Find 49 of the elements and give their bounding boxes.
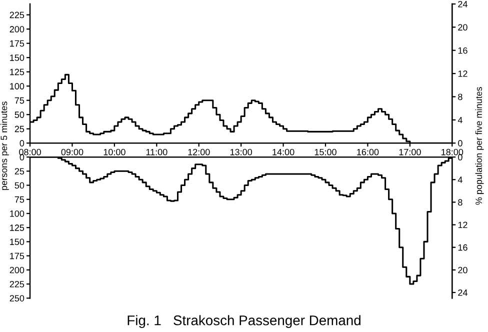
y-tick-label: 125 <box>10 224 24 231</box>
x-tick-label: 17:00 <box>399 148 421 156</box>
x-tick-label: 16:00 <box>357 148 379 156</box>
y-tick-label: 100 <box>10 83 24 90</box>
y2-tick-label: 24 <box>458 0 468 8</box>
y-tick-label: 50 <box>14 112 24 118</box>
y-tick-label: 25 <box>14 168 24 175</box>
x-tick-label: 08:00 <box>19 148 41 156</box>
y2-tick-label: 16 <box>458 244 468 251</box>
y-tick-label: 250 <box>10 295 24 302</box>
y-tick-label: 225 <box>10 12 24 18</box>
text: Fig. 1 Strakosch Passenger Demand <box>128 315 360 328</box>
y2-axis-title: % population per five minutes <box>475 86 484 205</box>
y-tick-label: 225 <box>10 280 24 288</box>
y2-tick-label: 0 <box>458 154 462 160</box>
x-tick-label: 11:00 <box>146 148 168 156</box>
x-tick-label: 10:00 <box>104 148 126 156</box>
x-tick-label: 14:00 <box>272 148 294 156</box>
y-tick-label: 175 <box>10 40 24 47</box>
y-tick-label: 0 <box>20 154 24 160</box>
y2-tick-label: 12 <box>458 70 468 77</box>
x-tick-label: 18:00 <box>442 148 464 156</box>
y-axis-title: persons per 5 minutes <box>0 102 9 190</box>
y2-tick-label: 0 <box>458 140 462 146</box>
y-tick-label: 25 <box>14 126 24 132</box>
x-tick-label: 15:00 <box>314 148 336 156</box>
y2-tick-label: 20 <box>458 24 468 31</box>
y2-tick-label: 24 <box>458 289 468 296</box>
y2-tick-label: 12 <box>458 222 468 228</box>
x-tick-label: 09:00 <box>61 148 84 156</box>
y2-tick-label: 16 <box>458 47 468 54</box>
y-tick-label: 150 <box>10 54 24 61</box>
y-tick-label: 125 <box>10 68 24 76</box>
y2-tick-label: 4 <box>458 116 462 124</box>
y-tick-label: 0 <box>20 140 24 146</box>
y2-tick-label: 4 <box>458 176 462 183</box>
y-tick-label: 75 <box>14 97 24 104</box>
x-tick-label: 12:00 <box>188 148 210 156</box>
y2-tick-label: 8 <box>458 94 462 100</box>
y2-tick-label: 8 <box>458 199 462 206</box>
y-tick-label: 200 <box>10 26 24 32</box>
y-tick-label: 50 <box>14 182 24 189</box>
y-tick-label: 150 <box>10 238 24 246</box>
y-tick-label: 200 <box>10 266 24 274</box>
y-tick-label: 100 <box>10 210 24 217</box>
y2-tick-label: 20 <box>458 266 468 274</box>
y-tick-label: 75 <box>14 196 24 203</box>
x-tick-label: 13:00 <box>230 148 252 156</box>
y-tick-label: 175 <box>10 252 24 260</box>
